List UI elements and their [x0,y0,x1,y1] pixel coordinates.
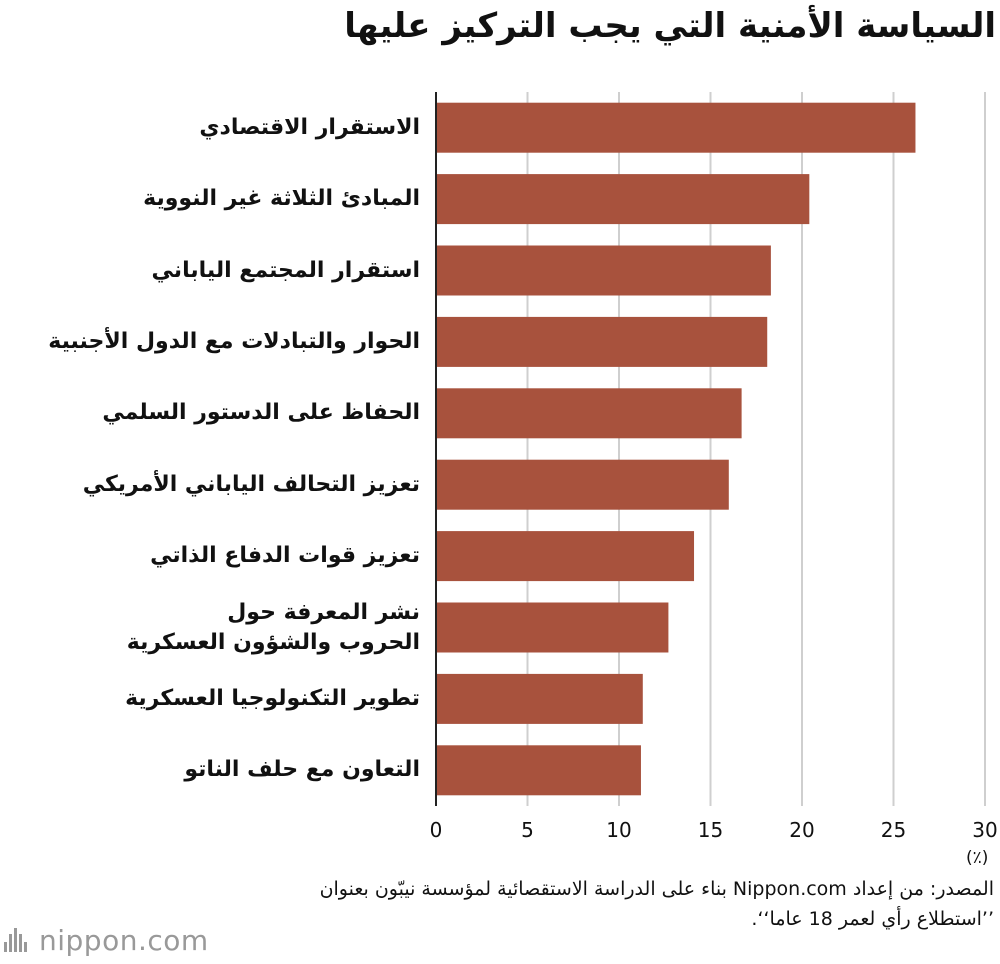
bar-8 [436,673,643,724]
unit-label: (٪) [966,848,989,868]
category-label-7: نشر المعرفة حول الحروب والشؤون العسكرية [126,599,420,655]
category-label-2: استقرار المجتمع الياباني [151,257,420,283]
bar-6 [436,531,695,582]
category-label-4: الحفاظ على الدستور السلمي [102,400,420,426]
tick-label-30: 30 [972,818,998,842]
category-label-9: التعاون مع حلف الناتو [184,757,420,783]
tick-label-0: 0 [429,818,443,842]
tick-label-20: 20 [789,818,815,842]
tick-label-15: 15 [697,818,724,842]
bar-chart: الاستقرار الاقتصادي المبادئ الثلاثة غير ا… [48,92,998,868]
nippon-logo: nippon.com [4,922,209,958]
bar-2 [436,245,771,296]
bar-5 [436,459,729,510]
logo-mark-icon [4,928,29,952]
bar-9 [436,745,641,796]
tick-label-5: 5 [521,818,534,842]
bar-3 [436,316,768,367]
category-label-0: الاستقرار الاقتصادي [199,114,420,140]
category-label-5: تعزيز التحالف الياباني الأمريكي [82,471,420,497]
bar-0 [436,102,916,153]
chart-title: السياسة الأمنية التي يجب التركيز عليها [344,6,996,46]
tick-label-25: 25 [880,818,907,842]
tick-label-10: 10 [606,818,632,842]
bar-4 [436,388,742,439]
category-label-1: المبادئ الثلاثة غير النووية [143,186,420,212]
bar-1 [436,174,810,225]
bar-7 [436,602,669,653]
category-label-3: الحوار والتبادلات مع الدول الأجنبية [48,328,420,354]
category-label-6: تعزيز قوات الدفاع الذاتي [150,543,420,569]
source-note: المصدر: من إعداد Nippon.com بناء على الد… [319,878,994,930]
logo-text: nippon.com [39,923,209,957]
chart-plot-area [435,92,986,806]
category-label-8: تطوير التكنولوجيا العسكرية [125,685,420,711]
